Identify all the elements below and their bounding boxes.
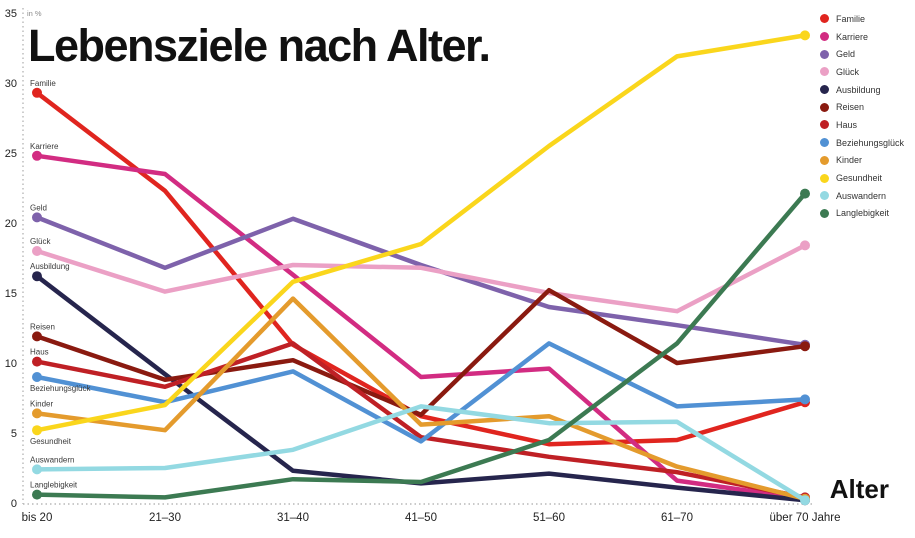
legend-color-dot xyxy=(820,49,829,59)
legend-item-auswandern: Auswandern xyxy=(820,187,904,205)
legend-item-beziehungsglück: Beziehungsglück xyxy=(820,134,904,152)
series-start-label: Langlebigkeit xyxy=(30,481,78,490)
series-endpoint-dot xyxy=(32,356,42,367)
legend-color-dot xyxy=(820,85,829,95)
series-line-glück xyxy=(34,243,808,314)
legend-label: Geld xyxy=(836,49,856,60)
series-start-label: Haus xyxy=(30,348,49,357)
legend-label: Gesundheit xyxy=(836,173,883,184)
series-line-reisen xyxy=(34,287,808,418)
series-endpoint-dot xyxy=(32,408,42,419)
series-endpoint-dot xyxy=(32,331,42,342)
series-endpoint-dot xyxy=(32,150,42,161)
legend-label: Familie xyxy=(836,13,866,24)
series-start-label: Beziehungsglück xyxy=(30,384,91,393)
x-axis-title: Alter xyxy=(829,474,889,504)
y-tick-label: 25 xyxy=(5,148,17,160)
y-tick-label: 0 xyxy=(11,498,17,510)
x-tick-label: 51–60 xyxy=(533,512,565,524)
x-tick-label: 21–30 xyxy=(149,512,181,524)
legend-color-dot xyxy=(820,191,829,201)
series-start-labels: Familie Karriere Geld Glück Ausbildung Reisen… xyxy=(30,79,91,490)
legend-label: Langlebigkeit xyxy=(836,208,890,219)
legend-label: Glück xyxy=(836,66,860,77)
legend-color-dot xyxy=(820,155,829,165)
legend-color-dot xyxy=(820,14,829,24)
series-endpoint-dot xyxy=(800,240,810,251)
x-tick-label: bis 20 xyxy=(22,512,53,524)
legend-color-dot xyxy=(820,32,829,42)
x-tick-label: 41–50 xyxy=(405,512,437,524)
legend-item-reisen: Reisen xyxy=(820,98,904,116)
series-endpoint-dot xyxy=(800,495,810,506)
series-endpoint-dot xyxy=(800,188,810,199)
series-start-label: Gesundheit xyxy=(30,437,72,446)
legend-item-ausbildung: Ausbildung xyxy=(820,81,904,99)
x-tick-label: über 70 Jahre xyxy=(770,512,841,524)
series-start-label: Glück xyxy=(30,237,51,246)
legend-color-dot xyxy=(820,173,829,183)
legend-item-glück: Glück xyxy=(820,63,904,81)
series-line-geld xyxy=(34,215,808,348)
series-endpoint-dot xyxy=(800,30,810,41)
legend-color-dot xyxy=(820,102,829,112)
series-endpoint-dot xyxy=(800,341,810,352)
legend-label: Karriere xyxy=(836,31,869,42)
x-tick-label: 31–40 xyxy=(277,512,309,524)
series-endpoint-dot xyxy=(32,372,42,382)
series-start-label: Familie xyxy=(30,79,56,88)
legend-item-kinder: Kinder xyxy=(820,152,904,170)
legend: Familie Karriere Geld Glück Ausbildung Reisen… xyxy=(820,10,904,222)
legend-color-dot xyxy=(820,208,829,218)
chart-series xyxy=(32,30,810,506)
y-tick-label: 5 xyxy=(11,428,17,440)
y-tick-label: 20 xyxy=(5,218,17,230)
series-line-langlebigkeit xyxy=(34,191,808,500)
series-start-label: Ausbildung xyxy=(30,262,70,271)
series-endpoint-dot xyxy=(800,394,810,405)
series-endpoint-dot xyxy=(32,489,42,500)
legend-item-geld: Geld xyxy=(820,45,904,63)
series-endpoint-dot xyxy=(32,212,42,223)
series-line-auswandern xyxy=(34,404,808,503)
series-line-karriere xyxy=(34,153,808,502)
x-axis-ticks: bis 20 21–30 31–40 41–50 51–60 61–70 über 70 J… xyxy=(22,512,841,524)
legend-label: Ausbildung xyxy=(836,84,881,95)
series-endpoint-dot xyxy=(32,87,42,98)
y-tick-label: 10 xyxy=(5,358,17,370)
legend-label: Auswandern xyxy=(836,190,887,201)
legend-item-langlebigkeit: Langlebigkeit xyxy=(820,205,904,223)
series-start-label: Auswandern xyxy=(30,455,74,464)
y-axis-ticks: 0 5 10 15 20 25 30 35 xyxy=(5,8,17,510)
series-start-label: Reisen xyxy=(30,322,55,331)
legend-label: Haus xyxy=(836,119,858,130)
legend-label: Beziehungsglück xyxy=(836,137,905,148)
series-line-gesundheit xyxy=(34,33,808,433)
y-axis-unit-label: in % xyxy=(27,9,42,18)
series-endpoint-dot xyxy=(32,246,42,256)
y-tick-label: 15 xyxy=(5,288,17,300)
series-endpoint-dot xyxy=(32,271,42,282)
legend-item-karriere: Karriere xyxy=(820,28,904,46)
y-tick-label: 35 xyxy=(5,8,17,20)
legend-color-dot xyxy=(820,138,829,148)
legend-item-haus: Haus xyxy=(820,116,904,134)
legend-color-dot xyxy=(820,120,829,130)
legend-color-dot xyxy=(820,67,829,77)
series-endpoint-dot xyxy=(32,464,42,475)
legend-label: Reisen xyxy=(836,102,865,113)
series-endpoint-dot xyxy=(32,425,42,436)
chart-title: Lebensziele nach Alter. xyxy=(28,20,491,71)
y-tick-label: 30 xyxy=(5,78,17,90)
series-start-label: Karriere xyxy=(30,142,59,151)
series-line-kinder xyxy=(34,296,808,502)
series-start-label: Kinder xyxy=(30,399,53,408)
legend-item-gesundheit: Gesundheit xyxy=(820,169,904,187)
x-tick-label: 61–70 xyxy=(661,512,693,524)
legend-label: Kinder xyxy=(836,155,863,166)
legend-item-familie: Familie xyxy=(820,10,904,28)
series-start-label: Geld xyxy=(30,203,47,212)
series-line-haus xyxy=(34,341,808,500)
